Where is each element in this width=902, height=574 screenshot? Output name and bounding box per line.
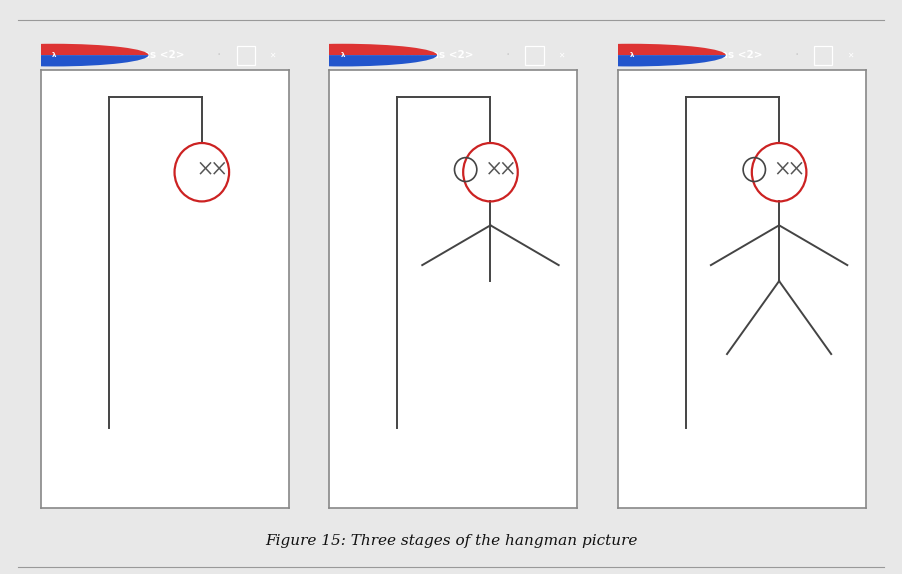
Bar bbox=[814, 45, 833, 65]
Wedge shape bbox=[249, 55, 437, 67]
Text: Canvas <2>: Canvas <2> bbox=[692, 50, 762, 60]
Text: ─►: ─► bbox=[364, 53, 372, 57]
Wedge shape bbox=[0, 44, 149, 55]
Wedge shape bbox=[249, 44, 437, 55]
Text: ─►: ─► bbox=[75, 53, 83, 57]
Text: Canvas <2>: Canvas <2> bbox=[403, 50, 474, 60]
Text: Figure 15: Three stages of the hangman picture: Figure 15: Three stages of the hangman p… bbox=[265, 534, 637, 548]
Wedge shape bbox=[538, 55, 726, 67]
Text: ·: · bbox=[217, 48, 221, 62]
Text: ·: · bbox=[506, 48, 510, 62]
Text: λ: λ bbox=[52, 52, 57, 58]
Text: Canvas <2>: Canvas <2> bbox=[115, 50, 185, 60]
Text: ─►: ─► bbox=[652, 53, 660, 57]
Text: ✕: ✕ bbox=[270, 51, 276, 60]
Wedge shape bbox=[0, 55, 149, 67]
Text: λ: λ bbox=[341, 52, 345, 58]
Bar bbox=[525, 45, 544, 65]
Text: ✕: ✕ bbox=[558, 51, 565, 60]
Text: ·: · bbox=[795, 48, 798, 62]
Text: λ: λ bbox=[630, 52, 634, 58]
Text: ✕: ✕ bbox=[847, 51, 853, 60]
Wedge shape bbox=[538, 44, 726, 55]
Bar bbox=[236, 45, 255, 65]
